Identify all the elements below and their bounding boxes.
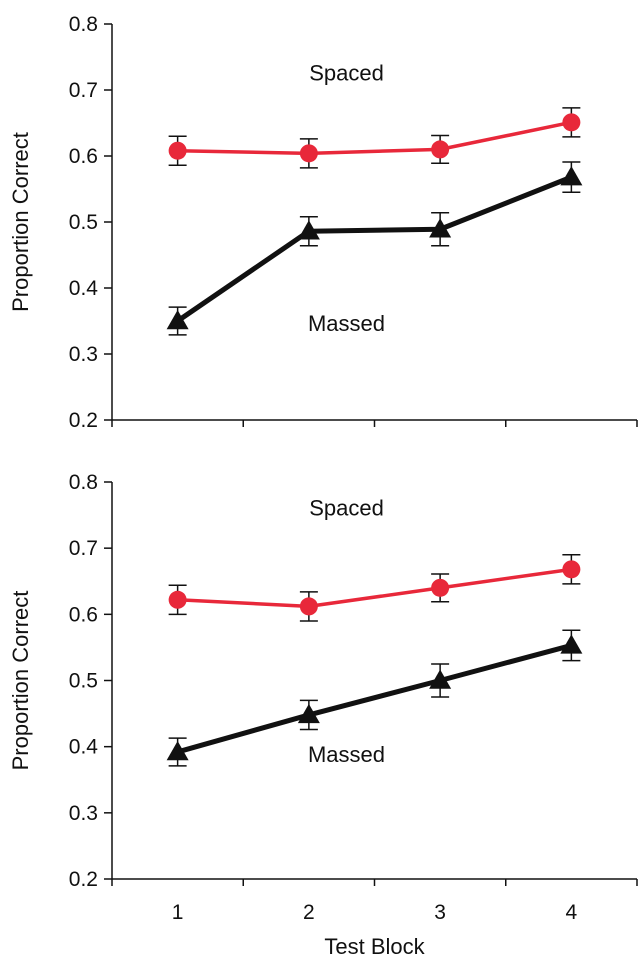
data-point-spaced (168, 590, 187, 609)
y-tick-label: 0.4 (69, 277, 99, 300)
data-point-massed (166, 310, 189, 330)
x-axis-title: Test Block (324, 934, 425, 959)
y-tick-label: 0.4 (69, 736, 99, 759)
data-point-massed (166, 740, 189, 761)
series-line-massed (176, 174, 573, 324)
series-line-spaced (177, 120, 572, 156)
x-tick-label: 1 (172, 901, 184, 924)
series-line-massed (176, 643, 573, 755)
bottom-panel: 0.2 0.3 0.4 0.5 0.6 0.7 0.8 1 2 3 4 Proportion Corr… (8, 471, 638, 959)
data-point-spaced (168, 141, 187, 160)
data-point-massed (297, 703, 320, 724)
y-tick-label: 0.8 (69, 471, 98, 494)
y-tick-label: 0.2 (69, 409, 98, 432)
data-point-spaced (562, 113, 581, 132)
y-axis-title: Proportion Correct (8, 591, 33, 771)
x-tick-label: 2 (303, 901, 315, 924)
y-tick-label: 0.5 (69, 670, 98, 693)
series-label-massed: Massed (308, 742, 385, 767)
data-point-spaced (299, 597, 318, 616)
y-tick-label: 0.7 (69, 537, 98, 560)
y-tick-label: 0.5 (69, 211, 98, 234)
y-tick-label: 0.3 (69, 343, 98, 366)
y-tick-label: 0.6 (69, 603, 98, 626)
y-tick-label: 0.3 (69, 802, 98, 825)
y-axis-title: Proportion Correct (8, 132, 33, 312)
data-point-spaced (431, 578, 450, 597)
series-label-spaced: Spaced (309, 60, 384, 85)
data-point-massed (297, 220, 320, 240)
data-point-massed (429, 218, 452, 238)
series-line-spaced (177, 567, 572, 609)
data-point-spaced (431, 140, 450, 159)
x-tick-label: 3 (434, 901, 446, 924)
data-point-massed (560, 634, 583, 654)
y-tick-label: 0.6 (69, 145, 98, 168)
y-tick-label: 0.8 (69, 13, 98, 36)
series-label-spaced: Spaced (309, 495, 384, 520)
data-point-spaced (562, 560, 581, 579)
data-point-massed (429, 669, 452, 689)
x-tick-label: 4 (566, 901, 578, 924)
series-label-massed: Massed (308, 311, 385, 336)
data-point-spaced (299, 144, 318, 163)
data-point-massed (560, 166, 583, 186)
y-tick-label: 0.7 (69, 79, 98, 102)
top-panel: 0.2 0.3 0.4 0.5 0.6 0.7 0.8 Proportion Correct S… (8, 13, 638, 432)
y-tick-label: 0.2 (69, 868, 98, 891)
